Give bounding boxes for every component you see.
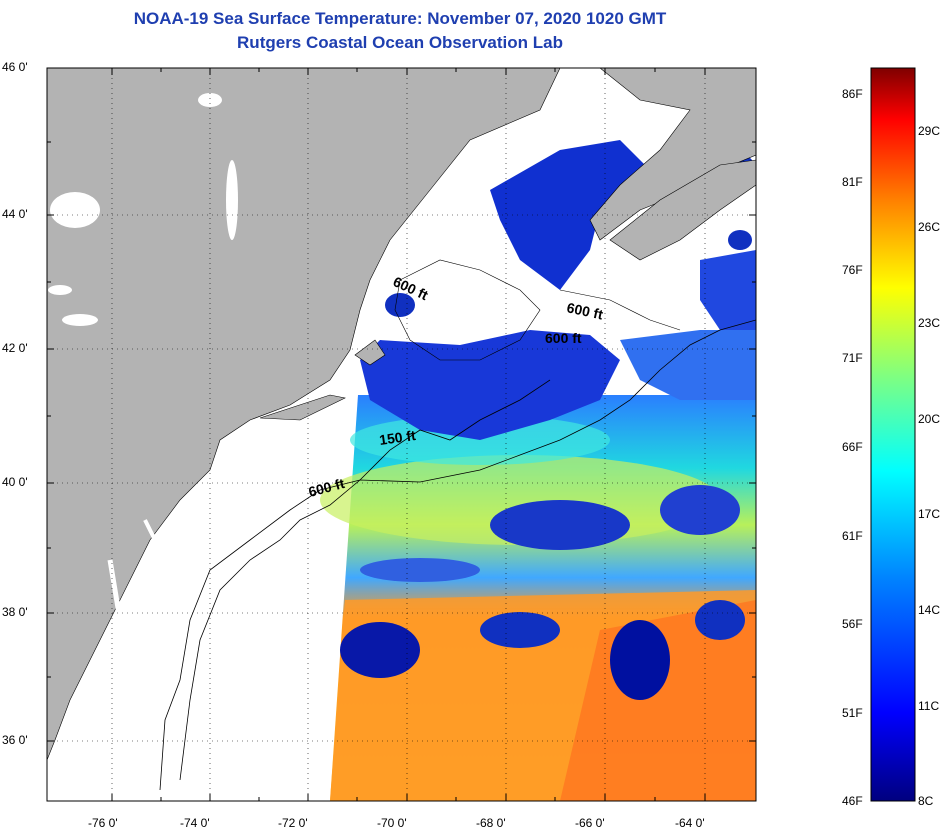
graticule xyxy=(47,68,756,801)
contour-label: 600 ft xyxy=(565,299,604,322)
colorbar-label-f: 71F xyxy=(842,351,863,365)
lake xyxy=(226,160,238,240)
contour-150ft xyxy=(179,379,551,781)
lon-label: -64 0' xyxy=(675,816,705,830)
lake xyxy=(198,93,222,107)
lat-label: 36 0' xyxy=(2,733,28,747)
cold-patch xyxy=(610,620,670,700)
map-frame xyxy=(46,67,757,802)
lon-label: -72 0' xyxy=(278,816,308,830)
cold-patch xyxy=(490,500,630,550)
lon-label: -66 0' xyxy=(575,816,605,830)
cold-patch xyxy=(695,600,745,640)
sst-warmest-region xyxy=(560,600,756,801)
lat-label: 44 0' xyxy=(2,207,28,221)
colorbar-label-f: 56F xyxy=(842,617,863,631)
colorbar-label-f: 46F xyxy=(842,794,863,808)
cold-patch xyxy=(728,230,752,250)
gulf-of-maine-water xyxy=(490,140,650,290)
colorbar-label-c: 29C xyxy=(918,124,941,138)
colorbar-label-c: 20C xyxy=(918,412,941,426)
lat-label: 40 0' xyxy=(2,475,28,489)
eastern-water xyxy=(620,330,756,400)
contour-label: 150 ft xyxy=(378,427,417,448)
map-title: NOAA-19 Sea Surface Temperature: Novembe… xyxy=(133,9,667,28)
lon-label: -74 0' xyxy=(180,816,210,830)
land-nova-scotia xyxy=(609,159,756,261)
land-long-island xyxy=(259,394,346,421)
cold-patch xyxy=(660,485,740,535)
cold-patch xyxy=(340,622,420,678)
map-subtitle: Rutgers Coastal Ocean Observation Lab xyxy=(237,33,563,52)
colorbar-label-c: 11C xyxy=(918,699,940,713)
colorbar-label-f: 81F xyxy=(842,175,863,189)
lat-label: 42 0' xyxy=(2,341,28,355)
scotian-shelf-water xyxy=(700,250,756,340)
colorbar-label-c: 14C xyxy=(918,603,941,617)
colorbar-label-f: 66F xyxy=(842,440,863,454)
colorbar-label-f: 51F xyxy=(842,706,863,720)
contour-gulf-maine xyxy=(394,259,541,361)
georges-bank-water xyxy=(360,330,620,440)
axis-ticks xyxy=(47,68,756,801)
lon-label: -70 0' xyxy=(377,816,407,830)
colorbar-label-c: 17C xyxy=(918,507,941,521)
colorbar-label-f: 76F xyxy=(842,263,863,277)
contour-gulf-maine xyxy=(559,289,681,331)
colorbar-label-f: 86F xyxy=(842,87,863,101)
land-us-east-coast xyxy=(47,68,561,761)
lake xyxy=(50,192,100,228)
lake xyxy=(48,285,72,295)
colorbar-label-f: 61F xyxy=(842,529,863,543)
lake xyxy=(62,314,98,326)
colorbar-label-c: 23C xyxy=(918,316,941,330)
lon-label: -76 0' xyxy=(88,816,118,830)
land-cape-cod xyxy=(354,339,386,366)
contour-600ft xyxy=(159,319,756,791)
land-maritimes xyxy=(589,68,756,241)
cold-patch xyxy=(385,293,415,317)
colorbar-label-c: 8C xyxy=(918,794,934,808)
lat-label: 46 0' xyxy=(2,60,28,74)
contour-label: 600 ft xyxy=(545,330,582,346)
chesapeake-bay xyxy=(95,559,123,761)
colorbar-label-c: 26C xyxy=(918,220,941,234)
cold-patch xyxy=(360,558,480,582)
lat-label: 38 0' xyxy=(2,605,28,619)
delaware-bay xyxy=(143,519,168,581)
cold-patch xyxy=(480,612,560,648)
lon-label: -68 0' xyxy=(476,816,506,830)
colorbar xyxy=(870,67,916,802)
